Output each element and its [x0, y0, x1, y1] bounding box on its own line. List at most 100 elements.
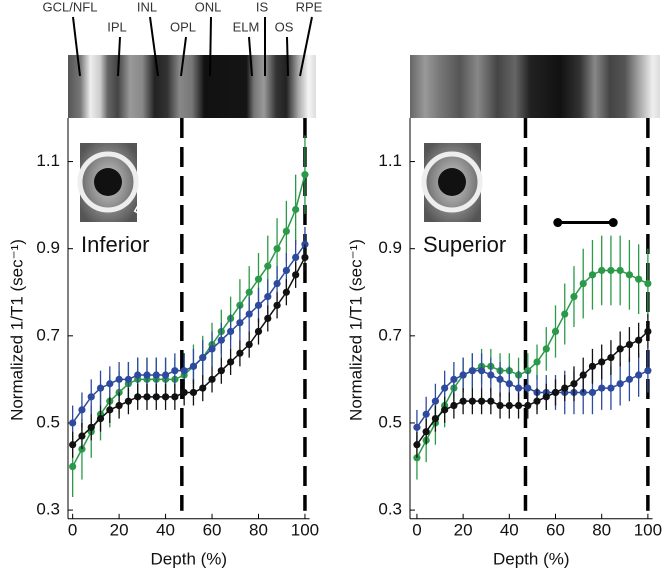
data-point: [245, 310, 253, 318]
layer-label: ELM: [233, 19, 260, 34]
data-point: [579, 371, 587, 379]
data-point: [189, 362, 198, 370]
layer-pointer: [72, 16, 81, 77]
data-point: [459, 397, 467, 405]
data-point: [607, 354, 615, 362]
data-point: [431, 397, 440, 405]
x-tick-label: 100: [291, 520, 319, 539]
data-point: [598, 266, 606, 275]
y-tick-label: 1.1: [36, 151, 60, 170]
x-axis-label: Depth (%): [493, 549, 570, 568]
y-axis-label: Normalized 1/T1 (sec⁻¹): [7, 239, 26, 421]
data-point: [413, 423, 421, 431]
y-tick-label: 0.9: [378, 238, 402, 257]
x-tick-label: 40: [156, 520, 175, 539]
data-point: [644, 367, 652, 375]
data-point: [254, 327, 263, 336]
data-point: [106, 406, 114, 414]
data-point: [96, 384, 105, 392]
data-point: [292, 271, 300, 279]
data-point: [477, 367, 486, 375]
data-point: [180, 388, 188, 397]
significance-end: [608, 218, 618, 228]
data-point: [598, 384, 606, 392]
data-point: [189, 388, 198, 397]
data-point: [124, 375, 132, 383]
data-point: [542, 393, 550, 401]
data-point: [152, 393, 160, 401]
y-tick-label: 1.1: [378, 151, 402, 170]
data-point: [561, 310, 569, 318]
data-point: [505, 401, 513, 410]
data-point: [78, 432, 86, 440]
layer-label: ONL: [195, 0, 222, 14]
annotation: Superior: [423, 232, 506, 257]
data-point: [533, 397, 541, 405]
data-point: [69, 462, 77, 471]
data-point: [134, 393, 142, 401]
annotation: Inferior: [81, 232, 149, 257]
data-point: [468, 367, 476, 375]
data-point: [106, 380, 114, 388]
layer-label: RPE: [296, 0, 323, 14]
y-tick-label: 0.5: [378, 412, 402, 431]
data-point: [78, 406, 86, 414]
data-point: [588, 388, 597, 397]
data-point: [561, 384, 569, 392]
data-point: [254, 275, 263, 283]
data-point: [292, 205, 300, 214]
data-point: [616, 266, 624, 275]
x-tick-label: 40: [500, 520, 519, 539]
x-axis-label: Depth (%): [151, 549, 228, 568]
data-point: [505, 380, 513, 388]
data-point: [644, 327, 652, 336]
data-point: [422, 428, 430, 436]
significance-end: [553, 218, 563, 228]
data-point: [69, 419, 77, 427]
data-point: [245, 340, 253, 349]
data-point: [301, 171, 309, 179]
layer-pointer: [209, 16, 212, 77]
data-point: [625, 375, 634, 383]
data-point: [551, 327, 560, 336]
layer-label: IPL: [107, 19, 127, 34]
data-point: [301, 253, 309, 262]
data-point: [514, 401, 523, 410]
data-point: [143, 371, 151, 379]
data-point: [161, 393, 170, 401]
layer-pointer: [299, 16, 313, 77]
data-point: [496, 375, 504, 383]
data-point: [143, 393, 151, 401]
data-point: [635, 275, 643, 283]
y-axis-label: Normalized 1/T1 (sec⁻¹): [346, 239, 365, 421]
data-point: [199, 354, 207, 362]
data-point: [441, 406, 449, 414]
x-tick-label: 0: [68, 520, 77, 539]
data-point: [468, 397, 476, 405]
layer-pointer: [149, 16, 159, 77]
data-point: [487, 371, 495, 379]
data-point: [588, 362, 597, 370]
fundus-image: [77, 143, 155, 222]
data-point: [607, 266, 615, 275]
data-point: [282, 266, 290, 275]
data-point: [282, 227, 290, 235]
data-point: [152, 371, 160, 379]
data-point: [533, 358, 541, 366]
y-tick-label: 0.3: [36, 500, 60, 519]
y-tick-label: 0.7: [36, 325, 60, 344]
data-point: [236, 349, 244, 357]
layer-pointer: [180, 36, 187, 77]
data-point: [254, 301, 263, 309]
data-point: [227, 358, 235, 366]
y-tick-label: 0.5: [36, 412, 60, 431]
data-point: [413, 441, 421, 449]
data-point: [292, 253, 300, 262]
data-point: [245, 288, 253, 296]
series-line: [72, 243, 306, 424]
layer-pointer: [248, 36, 253, 77]
x-tick-label: 20: [110, 520, 129, 539]
data-point: [217, 336, 225, 344]
data-point: [616, 380, 624, 388]
data-point: [422, 410, 430, 418]
